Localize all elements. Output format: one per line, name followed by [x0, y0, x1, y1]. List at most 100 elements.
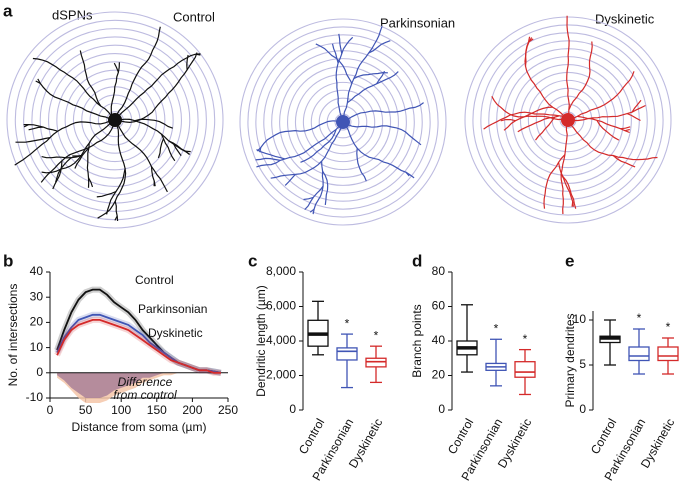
dendrite: [560, 173, 574, 207]
dendrite: [114, 26, 161, 121]
dendrite: [631, 99, 642, 113]
dendrite: [114, 118, 191, 155]
significance-marker: *: [345, 316, 350, 330]
dendrite: [342, 102, 424, 123]
dendrite: [342, 121, 422, 146]
y-tick-label: 0: [289, 402, 296, 416]
x-tick-label: 150: [147, 403, 167, 417]
ring: [23, 28, 207, 212]
dendrite: [596, 119, 620, 141]
dendrite: [626, 113, 641, 122]
x-tick-label: 50: [79, 403, 93, 417]
panel-letter: c: [248, 251, 257, 270]
dendrite: [500, 119, 516, 122]
dendrite: [331, 43, 339, 64]
y-axis-label: Primary dendrites: [563, 313, 577, 407]
difference-area: [57, 372, 221, 398]
x-tick-label: Control: [445, 416, 476, 457]
dendrite: [322, 170, 329, 205]
y-tick-label: 4,000: [266, 333, 296, 347]
difference-label: Difference: [118, 375, 173, 389]
ring: [294, 73, 392, 171]
dendrite: [134, 118, 174, 129]
dendrite: [284, 173, 296, 186]
dendrite: [517, 115, 560, 133]
dendrite: [114, 53, 201, 121]
dendrite: [256, 121, 344, 168]
dendrite: [255, 157, 281, 161]
significance-marker: *: [494, 321, 499, 335]
dendrite: [157, 138, 165, 159]
dendrite: [96, 190, 117, 198]
dendrite: [52, 160, 63, 190]
cell-type-label: dSPNs: [52, 7, 93, 22]
dendrite: [270, 121, 344, 179]
dendrite: [114, 52, 198, 124]
y-tick-label: 5: [579, 357, 586, 371]
panel-letter: b: [3, 251, 13, 270]
x-tick-label: 250: [218, 403, 238, 417]
y-tick-label: 60: [432, 299, 446, 313]
y-tick-label: 0: [36, 365, 43, 379]
significance-marker: *: [374, 328, 379, 342]
dendrite: [558, 162, 577, 209]
series-label: Control: [135, 273, 174, 287]
dendrite: [114, 119, 168, 193]
dendrite: [483, 111, 565, 130]
y-tick-label: 40: [30, 264, 44, 278]
ring: [255, 34, 431, 210]
ring: [239, 18, 447, 226]
series-label: Parkinsonian: [138, 302, 207, 316]
dendrite: [150, 166, 156, 187]
x-tick-label: Control: [588, 416, 619, 457]
y-tick-label: 20: [30, 315, 44, 329]
dendrite: [503, 106, 553, 131]
dendrite: [356, 148, 367, 182]
dendrite: [612, 155, 636, 168]
dendrite: [567, 104, 646, 122]
condition-label: Control: [173, 9, 215, 24]
ring: [247, 26, 439, 218]
difference-label: from control: [113, 388, 177, 402]
dendrite: [304, 185, 324, 211]
ring: [279, 58, 407, 186]
condition-label: Dyskinetic: [595, 11, 655, 26]
dendrite: [37, 78, 116, 121]
dendrite: [567, 71, 635, 121]
x-axis-label: Distance from soma (µm): [72, 420, 207, 434]
y-tick-label: 10: [573, 312, 587, 326]
dendrite: [110, 62, 120, 117]
ring: [527, 79, 609, 161]
box: [336, 347, 358, 361]
ring: [106, 111, 124, 129]
y-tick-label: 0: [579, 402, 586, 416]
soma: [336, 115, 350, 129]
dendrite: [347, 71, 399, 104]
panel-letter: a: [3, 1, 13, 20]
dendrite: [368, 40, 391, 54]
dendrite: [40, 119, 116, 183]
ring: [56, 61, 174, 179]
ring: [464, 16, 672, 224]
dendrite: [560, 119, 569, 215]
dendrite: [23, 124, 58, 132]
panel-letter: d: [412, 251, 422, 270]
dendrite: [524, 36, 569, 121]
box: [628, 346, 650, 362]
y-tick-label: -10: [26, 390, 44, 404]
dendrite: [376, 70, 386, 85]
y-tick-label: 8,000: [266, 264, 296, 278]
dendrite: [97, 119, 127, 219]
dendrite: [535, 116, 556, 141]
dendrite: [41, 155, 82, 159]
ring: [263, 42, 423, 202]
dendrite: [300, 129, 337, 163]
ring: [47, 52, 183, 188]
dendrite: [338, 33, 343, 54]
ring: [334, 113, 352, 131]
dendrite: [87, 177, 94, 188]
dendrite: [14, 119, 116, 166]
dendrite: [256, 149, 286, 160]
box: [365, 357, 387, 368]
box: [657, 346, 679, 362]
